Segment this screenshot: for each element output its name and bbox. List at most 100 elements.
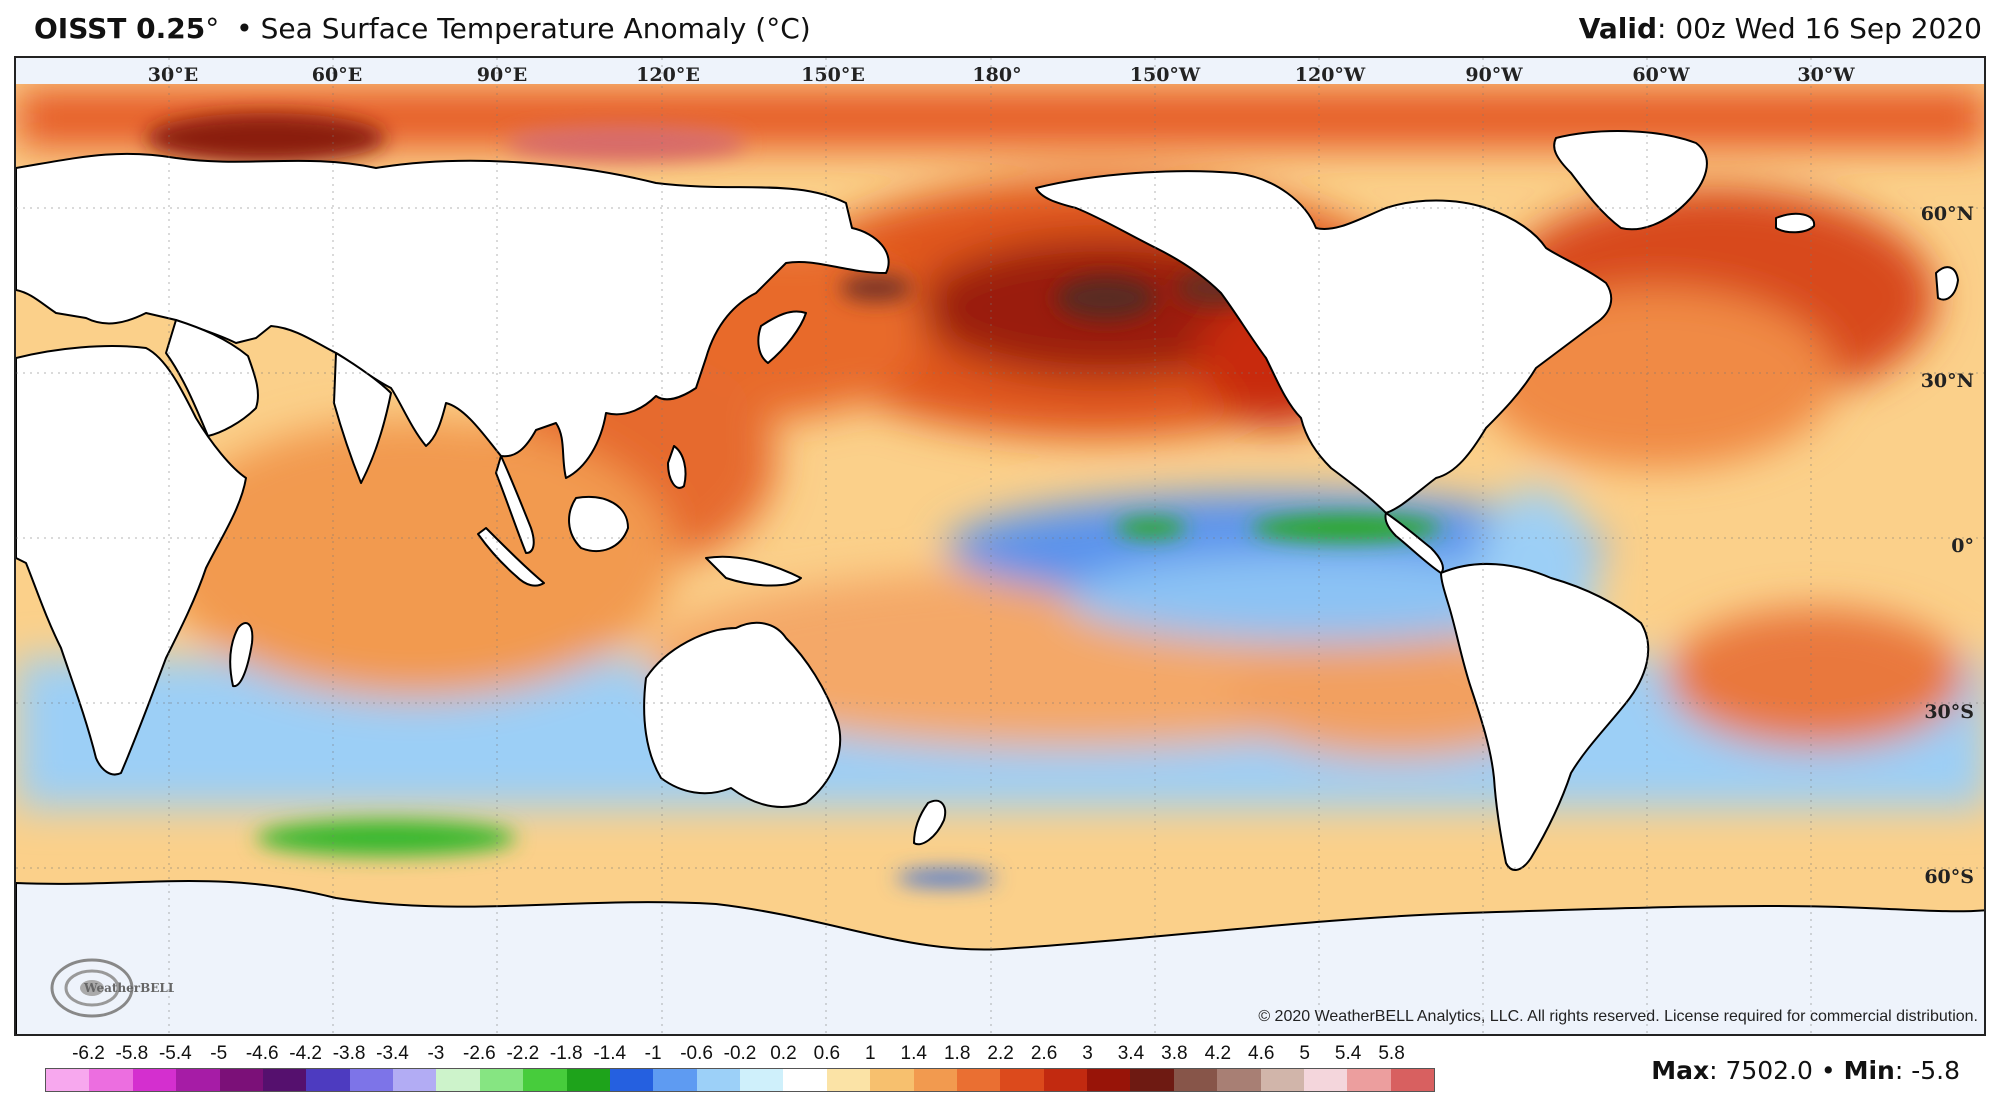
title-separator: •	[236, 12, 253, 45]
product-name: OISST 0.25	[34, 12, 206, 45]
min-label: Min	[1843, 1056, 1895, 1085]
colorbar-tick-label: 2.6	[1030, 1043, 1058, 1064]
colorbar-tick-label: -1.8	[549, 1043, 583, 1064]
colorbar-tick-label: 5	[1299, 1043, 1310, 1064]
map-canvas	[16, 58, 1984, 1034]
australia	[643, 621, 842, 809]
colorbar-tick-label: 4.6	[1248, 1043, 1275, 1064]
min-value: : -5.8	[1894, 1056, 1960, 1085]
colorbar-labels: -6.2 -5.8 -5.4 -5 -4.6 -4.2 -3.8 -3.4 -3 -2.6 -2.2…	[45, 1043, 1435, 1065]
japan	[757, 310, 807, 364]
lon-label-30w: 30°W	[1797, 64, 1855, 86]
lat-label-60s: 60°S	[1924, 866, 1974, 888]
colorbar-tick-label: -4.6	[245, 1043, 279, 1064]
colorbar-tick-label: -3.4	[376, 1043, 409, 1064]
philippines	[667, 445, 687, 489]
lat-label-30n: 30°N	[1920, 370, 1974, 392]
south-america	[1440, 563, 1650, 871]
colorbar-swatch	[870, 1069, 914, 1091]
colorbar-tick-label: 5.8	[1378, 1043, 1405, 1064]
colorbar	[45, 1068, 1435, 1092]
colorbar-tick-label: -1.4	[593, 1043, 627, 1064]
sst-anomaly-map	[14, 56, 1986, 1036]
swirl-logo-icon: WeatherBELL	[50, 958, 177, 1018]
colorbar-swatch	[523, 1069, 567, 1091]
lon-label-120e: 120°E	[636, 64, 700, 86]
valid-value: : 00z Wed 16 Sep 2020	[1657, 12, 1982, 45]
weatherbell-logo: WeatherBELL	[44, 954, 177, 1022]
lat-label-60n: 60°N	[1920, 203, 1974, 225]
greenland	[1553, 130, 1708, 231]
colorbar-swatch	[393, 1069, 437, 1091]
graticule	[16, 58, 1984, 1034]
colorbar-swatch	[1043, 1069, 1087, 1091]
lon-label-120w: 120°W	[1294, 64, 1366, 86]
madagascar	[229, 622, 254, 688]
colorbar-swatch	[89, 1069, 133, 1091]
colorbar-swatch	[1303, 1069, 1348, 1091]
colorbar-tick-label: -5.4	[158, 1043, 192, 1064]
landmasses	[16, 130, 1959, 871]
colorbar-swatch	[913, 1069, 957, 1091]
colorbar-tick-label: -5	[210, 1043, 228, 1064]
lon-label-180: 180°	[972, 64, 1022, 86]
max-label: Max	[1651, 1056, 1710, 1085]
colorbar-tick-label: -2.6	[463, 1043, 496, 1064]
colorbar-swatch	[783, 1069, 827, 1091]
lat-label-equator: 0°	[1951, 535, 1974, 557]
colorbar-swatch	[1260, 1069, 1304, 1091]
colorbar-swatch	[132, 1069, 177, 1091]
colorbar-tick-label: 3	[1082, 1043, 1093, 1064]
map-title: OISST 0.25° • Sea Surface Temperature Ano…	[34, 12, 811, 45]
variable-name: Sea Surface Temperature Anomaly (°C)	[260, 12, 811, 45]
colorbar-tick-label: -0.2	[723, 1043, 757, 1064]
colorbar-swatch	[306, 1069, 350, 1091]
colorbar-swatch	[479, 1069, 524, 1091]
colorbar-tick-label: -3	[427, 1043, 445, 1064]
arabia	[165, 319, 259, 437]
colorbar-tick-label: -0.6	[680, 1043, 713, 1064]
colorbar-swatch	[826, 1069, 871, 1091]
colorbar-tick-label: 1	[865, 1043, 876, 1064]
colorbar-tick-label: 3.4	[1117, 1043, 1145, 1064]
indochina	[495, 455, 535, 554]
lon-label-90e: 90°E	[476, 64, 528, 86]
colorbar-swatch	[262, 1069, 307, 1091]
colorbar-tick-label: 3.8	[1161, 1043, 1188, 1064]
colorbar-swatch	[1000, 1069, 1044, 1091]
colorbar-swatch	[653, 1069, 697, 1091]
antarctica-shelf	[16, 880, 1984, 1034]
new-guinea	[705, 555, 802, 587]
north-america	[1035, 170, 1613, 514]
new-zealand	[913, 799, 947, 846]
colorbar-tick-label: 0.6	[813, 1043, 841, 1064]
colorbar-swatch	[1173, 1069, 1218, 1091]
colorbar-swatch	[696, 1069, 740, 1091]
stats-separator: •	[1820, 1056, 1836, 1085]
africa	[16, 345, 247, 776]
british-isles	[1935, 266, 1959, 301]
sea-ice	[16, 58, 1984, 1034]
map-header: OISST 0.25° • Sea Surface Temperature Ano…	[0, 0, 2000, 56]
colorbar-tick-label: -3.8	[332, 1043, 366, 1064]
colorbar-tick-label: -5.8	[115, 1043, 149, 1064]
colorbar-tick-label: -1	[644, 1043, 662, 1064]
colorbar-swatch	[609, 1069, 654, 1091]
colorbar-swatch	[349, 1069, 393, 1091]
lon-label-60w: 60°W	[1632, 64, 1690, 86]
colorbar-tick-label: -2.2	[506, 1043, 540, 1064]
sumatra	[477, 527, 545, 587]
colorbar-swatch	[436, 1069, 480, 1091]
product-unit: °	[205, 12, 220, 45]
colorbar-swatch	[1347, 1069, 1391, 1091]
lon-label-150e: 150°E	[801, 64, 865, 86]
logo-text: WeatherBELL	[83, 981, 174, 995]
colorbar-swatch	[1217, 1069, 1261, 1091]
colorbar-swatch	[176, 1069, 220, 1091]
colorbar-tick-label: 4.2	[1204, 1043, 1232, 1064]
colorbar-swatch	[219, 1069, 263, 1091]
cold-anomaly-spots	[256, 514, 1441, 886]
colorbar-tick-label: 5.4	[1334, 1043, 1362, 1064]
colorbar-swatch	[1087, 1069, 1131, 1091]
lon-label-60e: 60°E	[311, 64, 363, 86]
